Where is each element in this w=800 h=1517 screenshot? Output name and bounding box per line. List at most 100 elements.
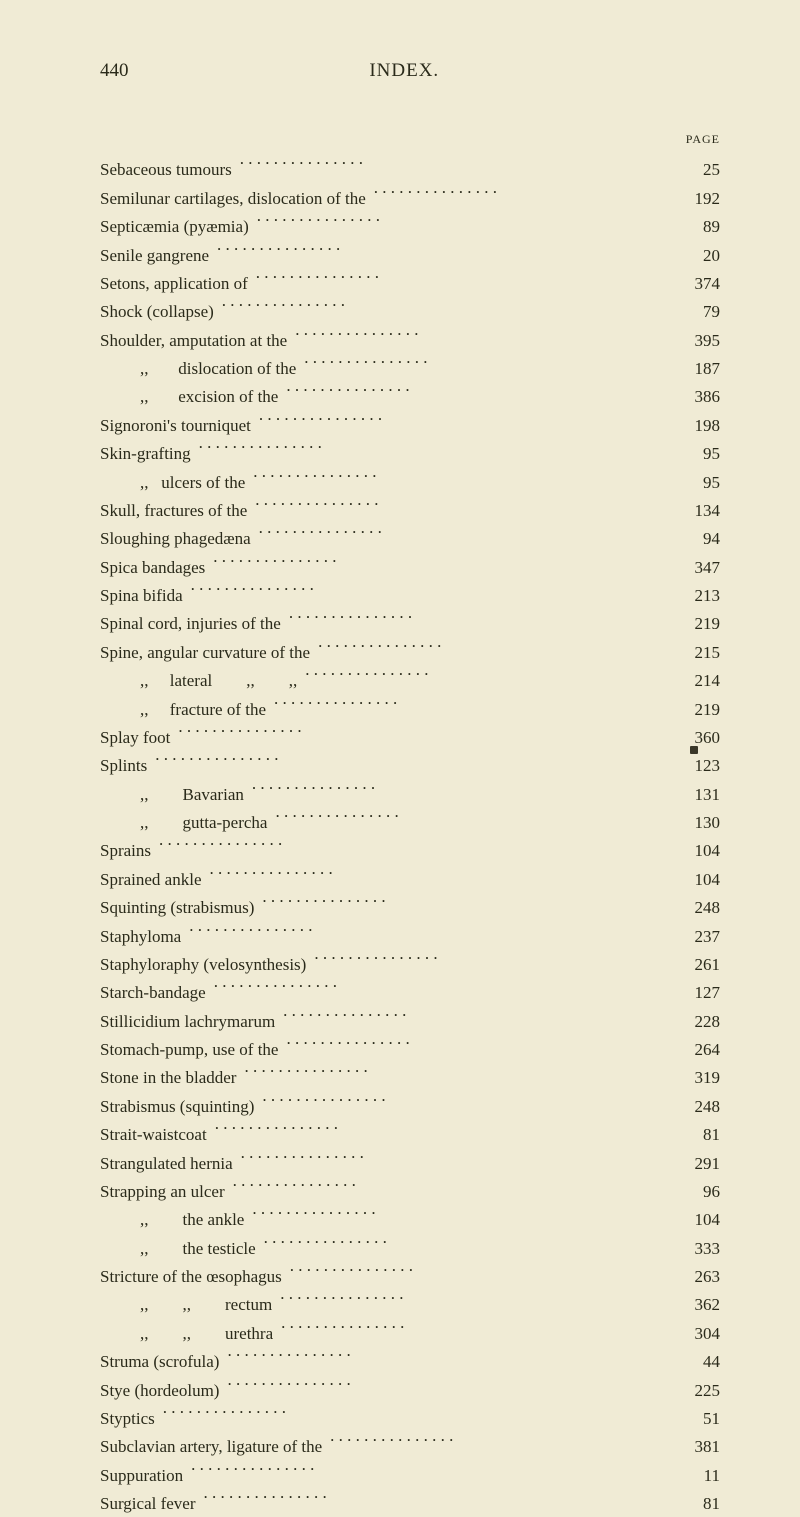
page-number: 131	[675, 783, 720, 808]
page-number: 248	[675, 896, 720, 921]
index-row: ,, lateral ,, ,,214	[100, 666, 720, 694]
index-row: Staphyloraphy (velosynthesis)261	[100, 950, 720, 978]
leader-dots	[191, 1460, 667, 1480]
entry-text: Starch-bandage	[100, 981, 206, 1006]
index-row: ,, Bavarian131	[100, 779, 720, 807]
leader-dots	[257, 212, 667, 232]
index-row: Shock (collapse)79	[100, 297, 720, 325]
page-number: 11	[675, 1464, 720, 1489]
index-row: ,, ulcers of the95	[100, 467, 720, 495]
leader-dots	[159, 836, 667, 856]
index-row: Strait-waistcoat81	[100, 1120, 720, 1148]
leader-dots	[274, 694, 667, 714]
entry-text: Skull, fractures of the	[100, 499, 247, 524]
index-row: Splay foot360	[100, 723, 720, 751]
leader-dots	[305, 666, 667, 686]
index-row: ,, excision of the386	[100, 382, 720, 410]
page-number: 214	[675, 669, 720, 694]
index-row: Stomach-pump, use of the 264	[100, 1035, 720, 1063]
leader-dots	[283, 1006, 667, 1026]
page-number: 291	[675, 1152, 720, 1177]
index-row: Subclavian artery, ligature of the381	[100, 1432, 720, 1460]
section-title: INDEX.	[369, 60, 439, 82]
leader-dots	[264, 1233, 667, 1253]
page-number: 198	[675, 414, 720, 439]
page-number: 213	[675, 584, 720, 609]
page-number: 192	[675, 187, 720, 212]
page-number: 95	[675, 442, 720, 467]
entry-text: Suppuration	[100, 1464, 183, 1489]
page-number: 95	[675, 471, 720, 496]
page-number: 264	[675, 1038, 720, 1063]
entry-text: Semilunar cartilages, dislocation of the	[100, 187, 366, 212]
entry-text: Septicæmia (pyæmia)	[100, 215, 249, 240]
leader-dots	[295, 325, 667, 345]
entry-text: Strait-waistcoat	[100, 1123, 207, 1148]
entry-text: Senile gangrene	[100, 244, 209, 269]
page-number: 319	[675, 1066, 720, 1091]
entry-text: Strabismus (squinting)	[100, 1095, 254, 1120]
entry-text: ,, the ankle	[100, 1208, 244, 1233]
page-number: 347	[675, 556, 720, 581]
page-number: 96	[675, 1180, 720, 1205]
leader-dots	[222, 297, 667, 317]
leader-dots	[227, 1347, 667, 1367]
index-row: Spine, angular curvature of the215	[100, 637, 720, 665]
index-row: ,, the ankle 104	[100, 1205, 720, 1233]
leader-dots	[215, 1120, 667, 1140]
leader-dots	[314, 950, 667, 970]
leader-dots	[227, 1375, 667, 1395]
index-row: Stone in the bladder319	[100, 1063, 720, 1091]
page-number: 333	[675, 1237, 720, 1262]
leader-dots	[163, 1404, 667, 1424]
page-number: 104	[675, 1208, 720, 1233]
page-number: 187	[675, 357, 720, 382]
entry-text: Sloughing phagedæna	[100, 527, 251, 552]
leader-dots	[189, 921, 667, 941]
page-number: 25	[675, 158, 720, 183]
page-number: 237	[675, 925, 720, 950]
entry-text: Spine, angular curvature of the	[100, 641, 310, 666]
index-row: ,, the testicle333	[100, 1233, 720, 1261]
index-row: Spica bandages347	[100, 552, 720, 580]
index-list: Sebaceous tumours25 Semilunar cartilages,…	[100, 155, 720, 1517]
page-number: 248	[675, 1095, 720, 1120]
entry-text: Setons, application of	[100, 272, 248, 297]
leader-dots	[210, 864, 668, 884]
index-row: ,, dislocation of the187	[100, 354, 720, 382]
page-number: 219	[675, 612, 720, 637]
entry-text: Signoroni's tourniquet	[100, 414, 251, 439]
index-row: Skull, fractures of the 134	[100, 496, 720, 524]
page-number: 79	[675, 300, 720, 325]
entry-text: Surgical fever	[100, 1492, 196, 1517]
entry-text: Struma (scrofula)	[100, 1350, 219, 1375]
entry-text: Sprained ankle	[100, 868, 202, 893]
page-number: 381	[675, 1435, 720, 1460]
page-number: 81	[675, 1492, 720, 1517]
entry-text: Spinal cord, injuries of the	[100, 612, 281, 637]
leader-dots	[244, 1063, 667, 1083]
column-header: PAGE	[100, 132, 720, 147]
leader-dots	[280, 1290, 667, 1310]
entry-text: Skin-grafting	[100, 442, 191, 467]
entry-text: Stomach-pump, use of the	[100, 1038, 278, 1063]
index-row: Shoulder, amputation at the395	[100, 325, 720, 353]
page-number: 89	[675, 215, 720, 240]
page-number: 104	[675, 839, 720, 864]
page-number: 134	[675, 499, 720, 524]
leader-dots	[330, 1432, 667, 1452]
page-number: 94	[675, 527, 720, 552]
page-number: 130	[675, 811, 720, 836]
leader-dots	[214, 978, 667, 998]
index-row: Starch-bandage127	[100, 978, 720, 1006]
index-row: Skin-grafting 95	[100, 439, 720, 467]
entry-text: Sprains	[100, 839, 151, 864]
index-row: Sebaceous tumours25	[100, 155, 720, 183]
leader-dots	[233, 1177, 667, 1197]
page-number: 228	[675, 1010, 720, 1035]
entry-text: Staphyloraphy (velosynthesis)	[100, 953, 306, 978]
entry-text: Splay foot	[100, 726, 170, 751]
leader-dots	[213, 552, 667, 572]
leader-dots	[374, 183, 667, 203]
leader-dots	[252, 1205, 667, 1225]
